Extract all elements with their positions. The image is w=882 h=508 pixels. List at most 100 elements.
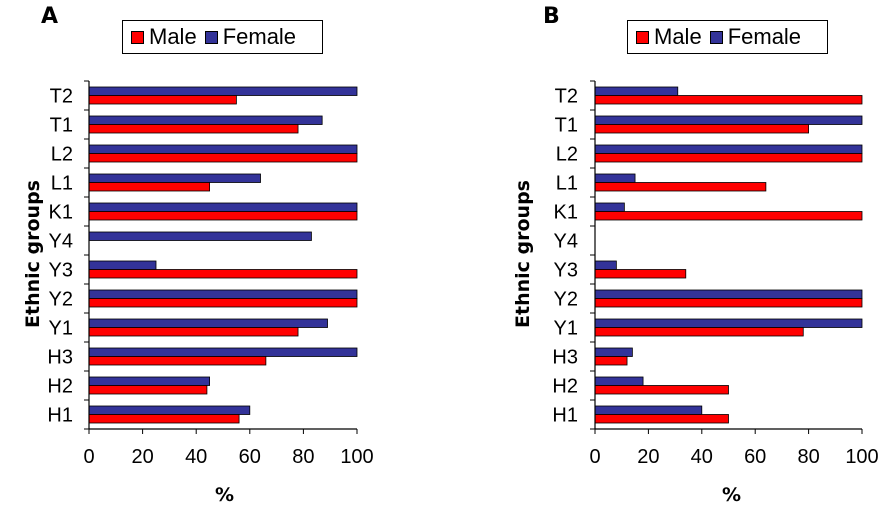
bar-male-h1 [88, 414, 240, 424]
chart-panel-a: A Male Female Ethnic groups % T2 T1 L2 L1 K1… [22, 4, 374, 506]
bar-plot-a: T2 T1 L2 L1 K1 Y4 Y3 Y2 Y1 H3 H2 H1 0 20 40 60 80 100 [47, 80, 374, 468]
bar-female-h2 [88, 376, 210, 386]
x-tick-label: 100 [340, 446, 373, 468]
bar-female-l1 [594, 173, 636, 183]
category-label: T2 [50, 86, 73, 108]
legend-swatch-male [636, 30, 649, 44]
category-label: T1 [555, 115, 578, 137]
legend-swatch-male [131, 30, 144, 44]
bar-male-y1 [88, 327, 299, 337]
legend: Male Female [627, 20, 828, 54]
x-tick-label: 60 [744, 446, 766, 468]
category-label: T2 [555, 86, 578, 108]
bar-female-l2 [594, 144, 863, 154]
bar-female-y4 [88, 231, 312, 241]
legend-item-male: Male [636, 24, 702, 50]
chart-panel-b: B Male Female Ethnic groups % T2 T1 L2 L1 K1… [441, 0, 882, 508]
x-tick-label: 80 [292, 446, 314, 468]
legend: Male Female [122, 20, 323, 54]
bar-male-y1 [594, 327, 804, 337]
x-tick-label: 20 [131, 446, 153, 468]
legend-label-female: Female [727, 24, 802, 49]
bar-male-h3 [88, 356, 267, 366]
category-label: Y3 [49, 260, 73, 282]
legend-label-male: Male [654, 24, 702, 49]
category-label: Y3 [554, 260, 578, 282]
bar-male-y3 [88, 269, 358, 279]
bar-female-h3 [88, 347, 358, 357]
x-tick-label: 40 [691, 446, 713, 468]
legend-item-female: Female [709, 24, 802, 50]
bar-female-k1 [594, 202, 625, 212]
category-label: H1 [552, 405, 578, 427]
bar-female-l2 [88, 144, 358, 154]
bar-male-k1 [88, 211, 358, 221]
bar-male-y3 [594, 269, 687, 279]
bar-male-h3 [594, 356, 628, 366]
bar-plot-b: T2 T1 L2 L1 K1 Y4 Y3 Y2 Y1 H3 H2 H1 0 20 40 60 80 100 [552, 80, 879, 468]
bar-female-t2 [88, 86, 358, 96]
category-label: H1 [47, 405, 73, 427]
bar-male-t2 [88, 95, 237, 105]
bar-female-h1 [594, 405, 703, 415]
bar-female-y3 [88, 260, 157, 270]
bar-female-l1 [88, 173, 261, 183]
bar-female-h3 [594, 347, 633, 357]
category-label: H3 [552, 347, 578, 369]
bar-female-y2 [594, 289, 863, 299]
x-tick-label: 100 [845, 446, 878, 468]
x-tick-label: 80 [797, 446, 819, 468]
category-label: H3 [47, 347, 73, 369]
x-tick-label: 0 [589, 446, 600, 468]
category-label: Y4 [49, 231, 73, 253]
category-label: H2 [47, 376, 73, 398]
bar-male-h1 [594, 414, 729, 424]
bar-female-t2 [594, 86, 679, 96]
bar-female-t1 [88, 115, 323, 125]
bar-female-y1 [88, 318, 328, 328]
bar-male-t1 [594, 124, 810, 134]
bar-female-y3 [594, 260, 617, 270]
category-label: L1 [51, 173, 73, 195]
bar-female-h2 [594, 376, 644, 386]
bar-female-k1 [88, 202, 358, 212]
panel-label: B [543, 4, 560, 29]
category-label: Y4 [554, 231, 578, 253]
bar-female-y2 [88, 289, 358, 299]
legend-label-female: Female [222, 24, 297, 49]
legend-label-male: Male [149, 24, 197, 49]
category-label: Y2 [49, 289, 73, 311]
legend-item-female: Female [204, 24, 297, 50]
bar-male-t2 [594, 95, 863, 105]
x-tick-label: 0 [83, 446, 94, 468]
legend-swatch-female [709, 30, 723, 44]
panel-label: A [41, 4, 59, 29]
bar-female-t1 [594, 115, 863, 125]
x-axis-label: % [722, 484, 742, 506]
bar-male-l2 [594, 153, 863, 163]
bar-male-h2 [88, 385, 208, 395]
category-label: L2 [556, 144, 578, 166]
bar-male-l1 [88, 182, 210, 192]
bar-male-y2 [88, 298, 358, 308]
x-tick-label: 60 [239, 446, 261, 468]
bar-male-h2 [594, 385, 729, 395]
category-label: L1 [556, 173, 578, 195]
category-label: L2 [51, 144, 73, 166]
category-label: Y2 [554, 289, 578, 311]
category-label: K1 [554, 202, 578, 224]
x-tick-label: 20 [637, 446, 659, 468]
legend-swatch-female [204, 30, 218, 44]
bar-male-l1 [594, 182, 767, 192]
category-label: H2 [552, 376, 578, 398]
category-label: Y1 [49, 318, 73, 340]
x-axis-label: % [215, 484, 235, 506]
bar-male-k1 [594, 211, 863, 221]
category-label: T1 [50, 115, 73, 137]
bar-female-y1 [594, 318, 863, 328]
bar-female-h1 [88, 405, 251, 415]
bar-male-t1 [88, 124, 299, 134]
bar-male-l2 [88, 153, 358, 163]
category-label: K1 [49, 202, 73, 224]
bar-male-y2 [594, 298, 863, 308]
